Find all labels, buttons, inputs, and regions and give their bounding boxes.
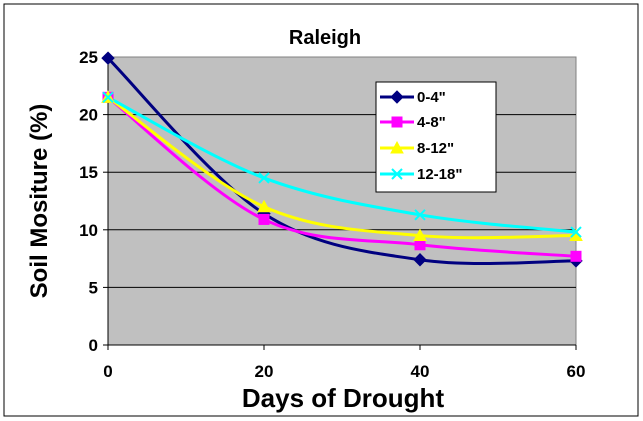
gridlines: [108, 114, 576, 288]
y-axis-title: Soil Mositure (%): [26, 104, 53, 299]
axes: 0 5 10 15 20 25 0 20 40 60: [79, 48, 585, 381]
series-markers: [101, 51, 583, 268]
data-point: [414, 239, 426, 251]
y-tick-label: 15: [79, 163, 98, 182]
data-point-stroke: [258, 172, 270, 184]
data-point: [570, 250, 582, 262]
legend-label: 8-12": [417, 140, 454, 157]
series-line: [107, 96, 577, 258]
data-point: [101, 51, 115, 65]
series-line: [107, 95, 577, 234]
data-point: [257, 199, 271, 213]
y-tick-label: 0: [89, 336, 98, 355]
data-point: [258, 172, 270, 184]
legend-swatch-marker: [390, 90, 404, 104]
data-point: [414, 209, 426, 221]
legend: 0-4" 4-8" 8-12" 12-18": [375, 81, 497, 193]
data-point: [570, 226, 582, 238]
legend-label: 12-18": [417, 166, 462, 183]
x-tick-label: 40: [411, 362, 430, 381]
x-tick-label: 20: [255, 362, 274, 381]
y-tick-label: 5: [89, 278, 98, 297]
legend-swatch-marker: [391, 116, 403, 128]
series-line: [107, 96, 577, 240]
legend-label: 0-4": [417, 89, 446, 106]
x-axis-title: Days of Drought: [242, 383, 445, 413]
y-tick-label: 20: [79, 106, 98, 125]
legend-swatch-marker: [391, 168, 403, 180]
chart-title: Raleigh: [289, 27, 361, 49]
data-point-stroke: [570, 226, 582, 238]
series-lines: [106, 57, 577, 266]
y-tick-label: 10: [79, 221, 98, 240]
y-tick-label: 25: [79, 48, 98, 67]
data-point-stroke: [414, 209, 426, 221]
legend-swatch-marker-stroke: [391, 168, 403, 180]
data-point: [413, 253, 427, 267]
legend-label: 4-8": [417, 114, 446, 131]
x-tick-label: 60: [567, 362, 586, 381]
legend-swatch-marker: [390, 140, 404, 154]
data-point-stroke: [102, 91, 114, 104]
data-point: [102, 91, 114, 104]
series-line: [106, 57, 577, 266]
data-point: [258, 213, 270, 225]
data-point: [413, 228, 427, 242]
x-tick-label: 0: [103, 362, 112, 381]
